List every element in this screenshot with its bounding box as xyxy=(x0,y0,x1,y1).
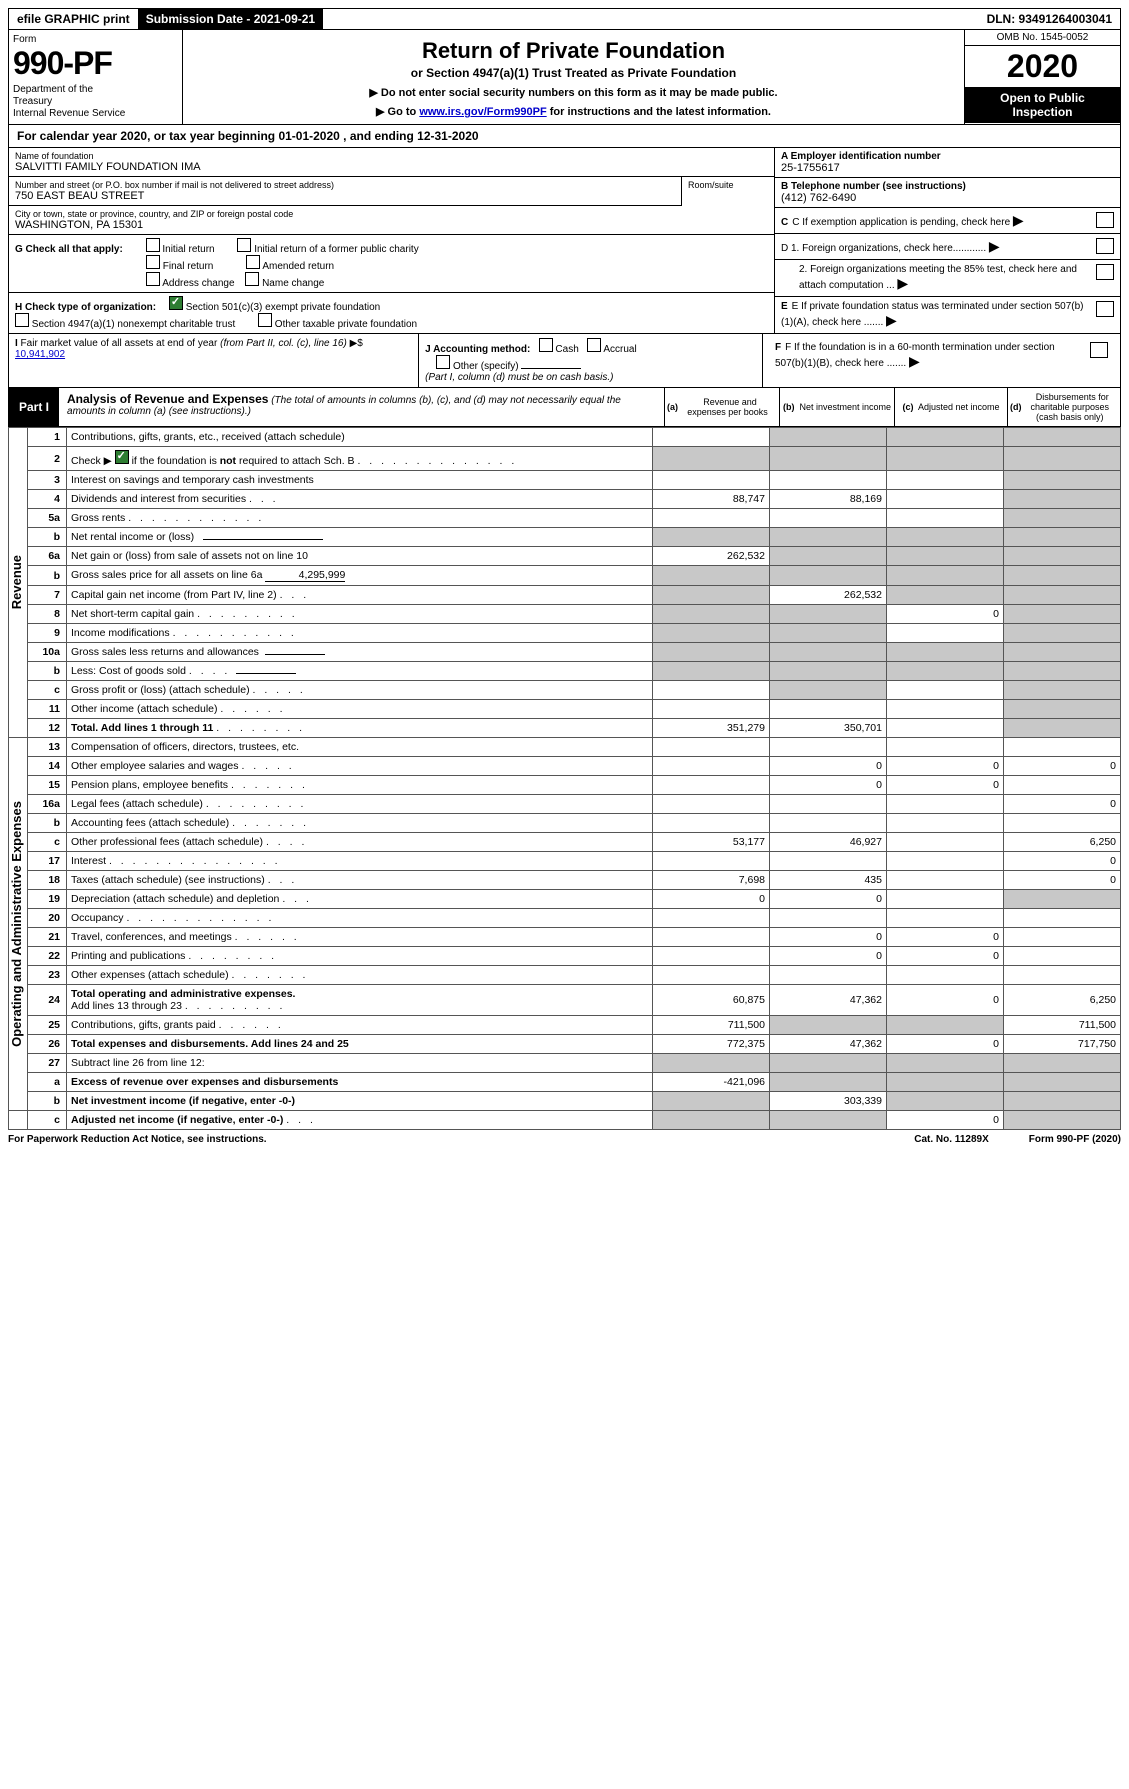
info-grid: Name of foundation SALVITTI FAMILY FOUND… xyxy=(8,148,1121,334)
chk-amended[interactable] xyxy=(246,255,260,269)
efile-label: efile GRAPHIC print xyxy=(9,9,138,29)
e-label: E If private foundation status was termi… xyxy=(781,301,1084,328)
top-bar: efile GRAPHIC print Submission Date - 20… xyxy=(8,8,1121,30)
foundation-name: SALVITTI FAMILY FOUNDATION IMA xyxy=(15,161,768,173)
part1-title: Analysis of Revenue and Expenses xyxy=(67,392,268,406)
d2-label: 2. Foreign organizations meeting the 85%… xyxy=(799,264,1077,291)
chk-cash[interactable] xyxy=(539,338,553,352)
inst-2: ▶ Go to www.irs.gov/Form990PF for instru… xyxy=(191,105,956,118)
inst-1: ▶ Do not enter social security numbers o… xyxy=(191,86,956,99)
chk-f[interactable] xyxy=(1090,342,1108,358)
footer-mid: Cat. No. 11289X xyxy=(914,1134,988,1145)
form-link[interactable]: www.irs.gov/Form990PF xyxy=(419,106,546,118)
dept-treasury: Department of theTreasuryInternal Revenu… xyxy=(13,84,178,120)
chk-other-acct[interactable] xyxy=(436,355,450,369)
tel-label: B Telephone number (see instructions) xyxy=(781,181,1114,192)
ein-value: 25-1755617 xyxy=(781,162,1114,174)
form-label: Form xyxy=(13,34,178,45)
form-header: Form 990-PF Department of theTreasuryInt… xyxy=(8,30,1121,125)
open-public: Open to Public Inspection xyxy=(965,87,1120,123)
h-label: H Check type of organization: xyxy=(15,302,156,313)
col-c-head: (c) Adjusted net income xyxy=(894,388,1007,426)
tax-year: 2020 xyxy=(965,46,1120,87)
chk-schb[interactable] xyxy=(115,450,129,464)
fmv-value[interactable]: 10,941,902 xyxy=(15,349,65,360)
chk-c[interactable] xyxy=(1096,212,1114,228)
g-label: G Check all that apply: xyxy=(15,244,123,255)
addr-value: 750 EAST BEAU STREET xyxy=(15,190,675,202)
chk-other-tax[interactable] xyxy=(258,313,272,327)
tel-value: (412) 762-6490 xyxy=(781,192,1114,204)
chk-accrual[interactable] xyxy=(587,338,601,352)
calendar-year: For calendar year 2020, or tax year begi… xyxy=(8,125,1121,148)
form-subtitle: or Section 4947(a)(1) Trust Treated as P… xyxy=(191,66,956,80)
city-value: WASHINGTON, PA 15301 xyxy=(15,219,768,231)
form-title: Return of Private Foundation xyxy=(191,38,956,64)
chk-e[interactable] xyxy=(1096,301,1114,317)
revenue-side: Revenue xyxy=(9,555,24,609)
col-b-head: (b) Net investment income xyxy=(779,388,894,426)
col-d-head: (d) Disbursements for charitable purpose… xyxy=(1007,388,1120,426)
chk-initial[interactable] xyxy=(146,238,160,252)
footer-left: For Paperwork Reduction Act Notice, see … xyxy=(8,1134,267,1145)
expenses-side: Operating and Administrative Expenses xyxy=(9,801,24,1047)
part1-label: Part I xyxy=(9,388,59,426)
footer: For Paperwork Reduction Act Notice, see … xyxy=(8,1130,1121,1145)
c-label: C If exemption application is pending, c… xyxy=(792,217,1010,228)
ein-label: A Employer identification number xyxy=(781,151,1114,162)
j-label: J Accounting method: xyxy=(425,344,530,355)
d1-label: D 1. Foreign organizations, check here..… xyxy=(781,243,986,254)
room-label: Room/suite xyxy=(682,177,774,206)
part1-header: Part I Analysis of Revenue and Expenses … xyxy=(8,388,1121,427)
chk-name-change[interactable] xyxy=(245,272,259,286)
chk-4947[interactable] xyxy=(15,313,29,327)
addr-label: Number and street (or P.O. box number if… xyxy=(15,180,675,190)
chk-d2[interactable] xyxy=(1096,264,1114,280)
footer-right: Form 990-PF (2020) xyxy=(1029,1134,1121,1145)
chk-addr-change[interactable] xyxy=(146,272,160,286)
chk-final[interactable] xyxy=(146,255,160,269)
chk-initial-former[interactable] xyxy=(237,238,251,252)
dln: DLN: 93491264003041 xyxy=(979,9,1120,29)
lower-boxes: I Fair market value of all assets at end… xyxy=(8,334,1121,388)
name-label: Name of foundation xyxy=(15,151,768,161)
omb-number: OMB No. 1545-0052 xyxy=(965,30,1120,46)
form-number: 990-PF xyxy=(13,45,178,82)
submission-date: Submission Date - 2021-09-21 xyxy=(138,9,323,29)
chk-501c3[interactable] xyxy=(169,296,183,310)
main-table: Revenue 1Contributions, gifts, grants, e… xyxy=(8,427,1121,1130)
j-note: (Part I, column (d) must be on cash basi… xyxy=(425,372,613,383)
city-label: City or town, state or province, country… xyxy=(15,209,768,219)
col-a-head: (a) Revenue and expenses per books xyxy=(664,388,779,426)
chk-d1[interactable] xyxy=(1096,238,1114,254)
